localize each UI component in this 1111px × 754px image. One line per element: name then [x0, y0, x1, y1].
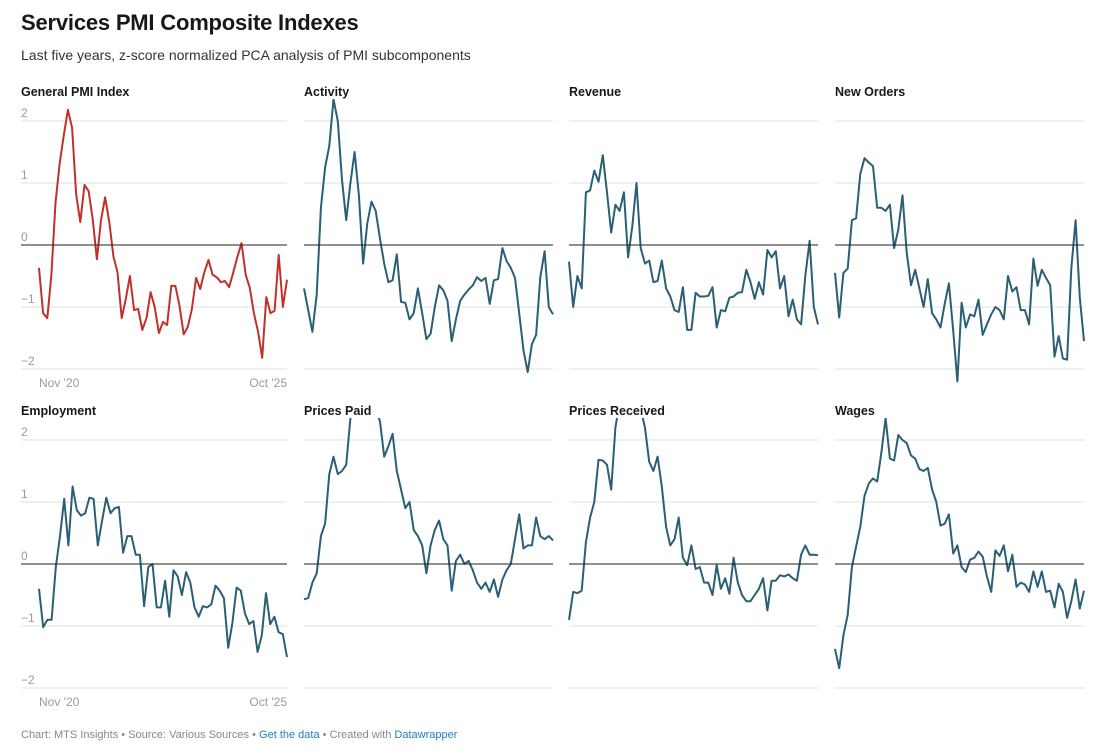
series-line: [568, 154, 819, 331]
panel-general-pmi-index: General PMI Index 2 1 0 −1 −2 Nov '20 Oct '25: [21, 85, 288, 390]
y-tick-label: −2: [21, 673, 35, 687]
panel-title: New Orders: [835, 85, 906, 99]
panel-title: Wages: [835, 404, 875, 418]
panel-title: General PMI Index: [21, 85, 130, 99]
footer-source: Source: Various Sources: [128, 729, 250, 741]
x-tick-label-end: Oct '25: [249, 376, 287, 390]
line-chart: 2 1 0 −1 −2 Nov '20 Oct '25: [21, 425, 288, 709]
get-the-data-link[interactable]: Get the data: [259, 729, 320, 741]
x-tick-label-start: Nov '20: [39, 695, 80, 709]
datawrapper-link[interactable]: Datawrapper: [394, 729, 458, 741]
line-chart: [568, 120, 819, 370]
panel-prices-received: Prices Received: [568, 404, 831, 704]
line-chart: [568, 418, 819, 689]
y-tick-label: 0: [21, 549, 28, 563]
series-line: [834, 157, 1085, 383]
footer-separator: •: [322, 729, 327, 741]
chart-title: Services PMI Composite Indexes: [21, 10, 359, 35]
line-chart: [303, 418, 554, 689]
line-chart: 2 1 0 −1 −2 Nov '20 Oct '25: [21, 106, 288, 390]
panel-wages: Wages: [834, 404, 1097, 704]
x-tick-label-end: Oct '25: [249, 695, 287, 709]
line-chart: [303, 99, 554, 374]
panel-title: Revenue: [569, 85, 622, 99]
footer-separator: •: [121, 729, 126, 741]
series-line: [568, 418, 819, 620]
y-tick-label: −1: [21, 611, 35, 625]
y-tick-label: −2: [21, 354, 35, 368]
panel-title: Prices Received: [569, 404, 665, 418]
footer-created-with: Created with: [329, 729, 392, 741]
panel-title: Employment: [21, 404, 97, 418]
y-tick-label: 1: [21, 487, 28, 501]
panel-new-orders: New Orders: [834, 85, 1097, 385]
line-chart: [834, 418, 1085, 689]
y-tick-label: 1: [21, 168, 28, 182]
footer: Chart: MTS Insights • Source: Various So…: [21, 729, 457, 741]
y-tick-label: 0: [21, 230, 28, 244]
chart-subtitle: Last five years, z-score normalized PCA …: [21, 47, 471, 63]
y-tick-label: 2: [21, 106, 28, 120]
series-line: [834, 418, 1085, 670]
x-tick-label-start: Nov '20: [39, 376, 80, 390]
panel-activity: Activity: [303, 85, 566, 385]
panel-title: Activity: [304, 85, 350, 99]
series-line: [38, 108, 288, 359]
series-line: [38, 485, 288, 658]
footer-chart-credit: Chart: MTS Insights: [21, 729, 119, 741]
line-chart: [834, 120, 1085, 383]
series-line: [303, 418, 554, 601]
footer-separator: •: [252, 729, 256, 741]
series-line: [303, 99, 554, 374]
panel-employment: Employment 2 1 0 −1 −2 Nov '20 Oct '25: [21, 404, 288, 709]
y-tick-label: 2: [21, 425, 28, 439]
panel-prices-paid: Prices Paid: [303, 404, 566, 704]
y-tick-label: −1: [21, 292, 35, 306]
panel-title: Prices Paid: [304, 404, 372, 418]
panel-revenue: Revenue: [568, 85, 831, 385]
